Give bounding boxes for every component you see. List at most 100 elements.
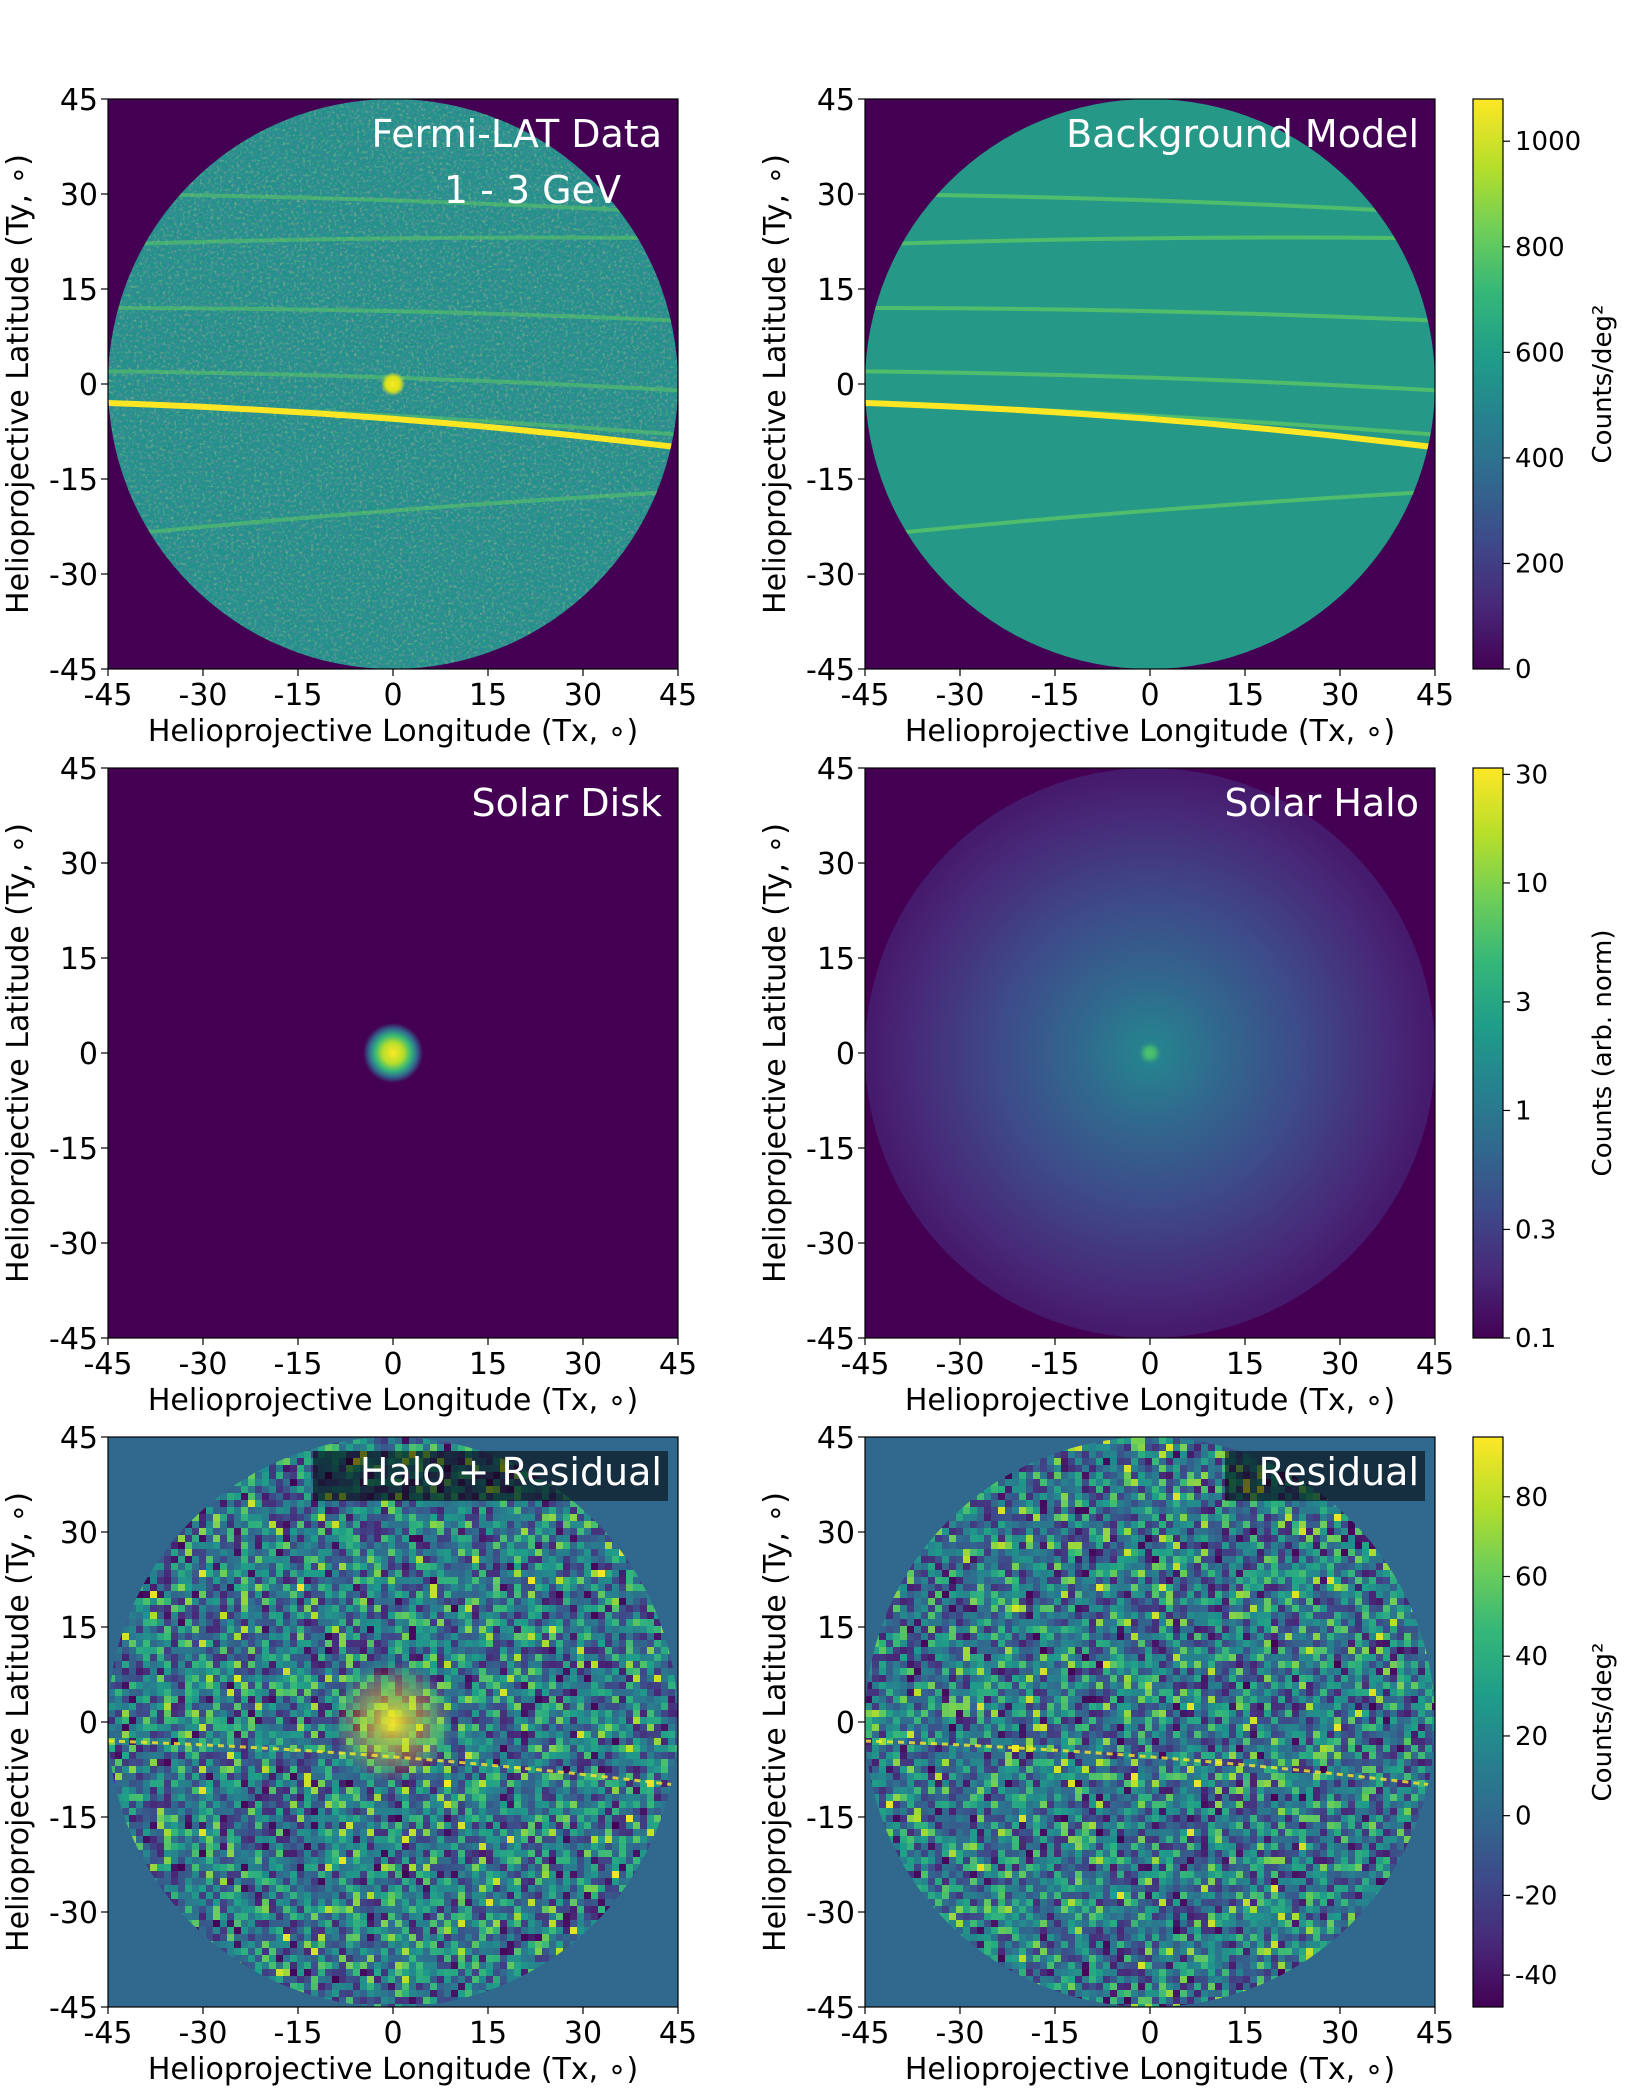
residual-cell: [584, 1815, 591, 1822]
residual-cell: [472, 1857, 479, 1864]
residual-cell: [430, 1556, 437, 1563]
residual-cell: [199, 1843, 206, 1850]
residual-cell: [598, 1668, 605, 1675]
residual-cell: [220, 1605, 227, 1612]
residual-cell: [619, 1633, 626, 1640]
residual-cell: [332, 1836, 339, 1843]
residual-cell: [437, 1507, 444, 1514]
residual-cell: [262, 1752, 269, 1759]
residual-cell: [626, 1675, 633, 1682]
residual-cell: [563, 1801, 570, 1808]
residual-cell: [269, 1479, 276, 1486]
residual-cell: [465, 1864, 472, 1871]
residual-cell: [164, 1696, 171, 1703]
residual-cell: [367, 1822, 374, 1829]
residual-cell: [626, 1738, 633, 1745]
residual-cell: [276, 1486, 283, 1493]
residual-cell: [311, 1577, 318, 1584]
residual-cell: [514, 1864, 521, 1871]
residual-cell: [395, 1857, 402, 1864]
residual-cell: [213, 1759, 220, 1766]
residual-cell: [423, 1605, 430, 1612]
residual-cell: [171, 1584, 178, 1591]
residual-cell: [528, 1745, 535, 1752]
residual-cell: [479, 1584, 486, 1591]
residual-cell: [451, 1682, 458, 1689]
residual-cell: [598, 1892, 605, 1899]
residual-cell: [542, 1885, 549, 1892]
residual-cell: [479, 1899, 486, 1906]
residual-cell: [185, 1801, 192, 1808]
residual-cell: [633, 1598, 640, 1605]
residual-cell: [227, 1682, 234, 1689]
residual-cell: [353, 1899, 360, 1906]
residual-cell: [542, 1528, 549, 1535]
residual-cell: [178, 1647, 185, 1654]
residual-cell: [297, 1640, 304, 1647]
residual-cell: [451, 1752, 458, 1759]
residual-cell: [661, 1794, 668, 1801]
residual-cell: [290, 1626, 297, 1633]
residual-cell: [437, 1780, 444, 1787]
residual-cell: [157, 1633, 164, 1640]
residual-cell: [416, 1857, 423, 1864]
residual-cell: [570, 1556, 577, 1563]
residual-cell: [626, 1843, 633, 1850]
residual-cell: [150, 1773, 157, 1780]
residual-cell: [507, 1542, 514, 1549]
residual-cell: [451, 1689, 458, 1696]
residual-cell: [276, 1780, 283, 1787]
residual-cell: [388, 1556, 395, 1563]
residual-cell: [360, 1871, 367, 1878]
residual-cell: [479, 1661, 486, 1668]
residual-cell: [171, 1815, 178, 1822]
residual-cell: [150, 1591, 157, 1598]
residual-cell: [325, 1731, 332, 1738]
residual-cell: [115, 1759, 122, 1766]
residual-cell: [367, 1514, 374, 1521]
residual-cell: [241, 1486, 248, 1493]
residual-cell: [178, 1885, 185, 1892]
residual-cell: [178, 1549, 185, 1556]
residual-cell: [556, 1731, 563, 1738]
residual-cell: [227, 1885, 234, 1892]
residual-cell: [234, 1724, 241, 1731]
residual-cell: [458, 1444, 465, 1451]
residual-cell: [486, 1745, 493, 1752]
residual-cell: [654, 1689, 661, 1696]
residual-cell: [556, 1661, 563, 1668]
residual-cell: [297, 1745, 304, 1752]
residual-cell: [570, 1605, 577, 1612]
x-tick-label: -45: [841, 1347, 890, 1382]
residual-cell: [325, 1871, 332, 1878]
residual-cell: [423, 1780, 430, 1787]
residual-cell: [283, 1668, 290, 1675]
residual-cell: [661, 1710, 668, 1717]
residual-cell: [339, 1668, 346, 1675]
residual-cell: [472, 1654, 479, 1661]
residual-cell: [220, 1892, 227, 1899]
residual-cell: [619, 1843, 626, 1850]
residual-cell: [297, 1591, 304, 1598]
residual-cell: [199, 1829, 206, 1836]
residual-cell: [402, 1640, 409, 1647]
residual-cell: [549, 1829, 556, 1836]
residual-cell: [591, 1864, 598, 1871]
residual-cell: [157, 1759, 164, 1766]
residual-cell: [437, 1766, 444, 1773]
residual-cell: [577, 1584, 584, 1591]
residual-cell: [122, 1689, 129, 1696]
residual-cell: [297, 1794, 304, 1801]
residual-cell: [493, 1668, 500, 1675]
residual-cell: [206, 1794, 213, 1801]
residual-cell: [528, 1675, 535, 1682]
residual-cell: [290, 1808, 297, 1815]
residual-cell: [633, 1703, 640, 1710]
residual-cell: [605, 1675, 612, 1682]
residual-cell: [640, 1647, 647, 1654]
residual-cell: [556, 1766, 563, 1773]
residual-cell: [276, 1801, 283, 1808]
residual-cell: [178, 1892, 185, 1899]
residual-cell: [423, 1857, 430, 1864]
residual-cell: [346, 1528, 353, 1535]
